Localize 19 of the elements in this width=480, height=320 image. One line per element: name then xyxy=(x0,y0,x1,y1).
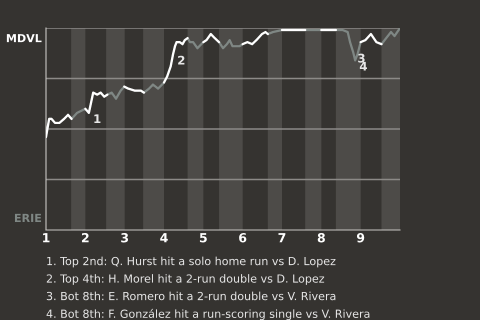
x-tick-label: 6 xyxy=(239,233,246,242)
text: ERIE xyxy=(14,214,42,222)
x-tick-label: 5 xyxy=(200,233,207,242)
annotation: 3 xyxy=(358,54,365,63)
text: MDVL xyxy=(6,34,42,42)
x-tick-label: 7 xyxy=(278,233,286,242)
x-tick-label: 4 xyxy=(160,233,168,242)
x-tick-label: 8 xyxy=(318,233,325,242)
text: 3. Bot 8th: E. Romero hit a 2-run double vs V. Rivera xyxy=(46,292,336,300)
text: 1. Top 2nd: Q. Hurst hit a solo home run vs D. Lopez xyxy=(47,256,336,268)
x-tick-label: 3 xyxy=(121,233,128,242)
x-tick-label: 9 xyxy=(356,233,364,242)
annotation: 1 xyxy=(94,114,100,124)
x-tick-label: 2 xyxy=(82,233,89,242)
text: 2. Top 4th: H. Morel hit a 2-run double vs D. Lopez xyxy=(46,274,324,285)
annotation: 4 xyxy=(360,62,367,71)
text: 4. Bot 8th: F. González hit a run-scoring single vs V. Rivera xyxy=(46,308,370,320)
x-tick-label: 1 xyxy=(43,233,50,242)
annotation: 2 xyxy=(178,56,184,64)
